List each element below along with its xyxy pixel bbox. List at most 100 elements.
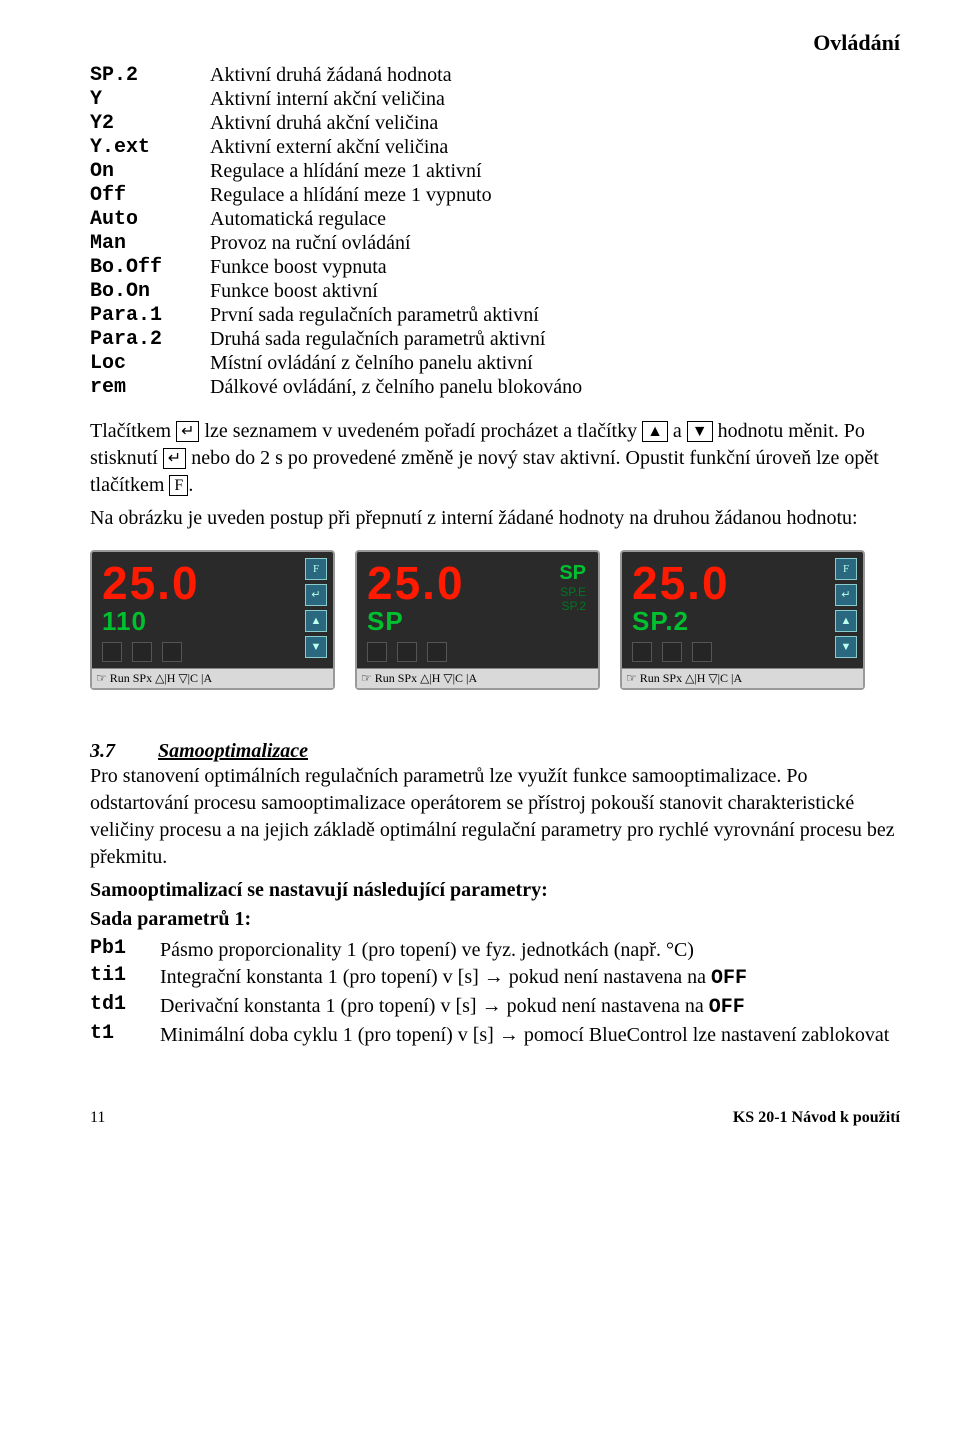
device-button-column: F ↵ ▲ ▼ — [835, 558, 857, 658]
device-footer-strip: ☞ Run SPx △|H ▽|C |A — [92, 668, 333, 688]
section-subheading-2: Sada parametrů 1: — [90, 906, 900, 933]
definition-text: Regulace a hlídání meze 1 vypnuto — [210, 184, 582, 208]
led-row — [102, 642, 323, 662]
definition-code: Man — [90, 232, 210, 256]
definition-code: Auto — [90, 208, 210, 232]
sub-display: 110 — [102, 608, 323, 634]
definition-row: Para.1První sada regulačních parametrů a… — [90, 304, 582, 328]
parameter-code: Pb1 — [90, 937, 160, 964]
led-icon — [427, 642, 447, 662]
device-illustration-row: 25.0110F↵▲▼☞ Run SPx △|H ▽|C |A25.0SPSPS… — [90, 550, 900, 690]
definition-row: Bo.OffFunkce boost vypnuta — [90, 256, 582, 280]
page-footer: 11 KS 20-1 Návod k použití — [90, 1109, 900, 1127]
definition-text: Funkce boost vypnuta — [210, 256, 582, 280]
definition-text: Provoz na ruční ovládání — [210, 232, 582, 256]
text: lze seznamem v uvedeném pořadí procházet… — [199, 420, 642, 442]
led-row — [632, 642, 853, 662]
definition-code: Y2 — [90, 112, 210, 136]
parameter-text: Integrační konstanta 1 (pro topení) v [s… — [160, 964, 889, 993]
definition-code: Y.ext — [90, 136, 210, 160]
down-key-icon: ▼ — [687, 421, 713, 442]
definition-code: Para.2 — [90, 328, 210, 352]
device-panel: 25.0SP.2 F ↵ ▲ ▼ ☞ Run SPx △|H ▽|C |A — [620, 550, 865, 690]
parameter-row: t1Minimální doba cyklu 1 (pro topení) v … — [90, 1022, 889, 1049]
menu-option-active: SP — [559, 562, 586, 585]
up-key-icon: ▲ — [642, 421, 668, 442]
page-content: Ovládání SP.2Aktivní druhá žádaná hodnot… — [0, 0, 960, 1147]
enter-key-icon: ↵ — [163, 448, 186, 469]
definition-text: Místní ovládání z čelního panelu aktivní — [210, 352, 582, 376]
parameter-row: td1Derivační konstanta 1 (pro topení) v … — [90, 993, 889, 1022]
sub-display: SP.2 — [632, 608, 853, 634]
main-display: 25.0 — [367, 560, 588, 606]
definition-code: Para.1 — [90, 304, 210, 328]
definition-text: Aktivní druhá žádaná hodnota — [210, 64, 582, 88]
page-number: 11 — [90, 1109, 105, 1127]
section-subheading: Samooptimalizací se nastavují následujíc… — [90, 877, 900, 904]
parameter-row: Pb1Pásmo proporcionality 1 (pro topení) … — [90, 937, 889, 964]
definition-row: Y2Aktivní druhá akční veličina — [90, 112, 582, 136]
paragraph-1: Tlačítkem ↵ lze seznamem v uvedeném pořa… — [90, 418, 900, 499]
definition-row: OffRegulace a hlídání meze 1 vypnuto — [90, 184, 582, 208]
parameter-text: Minimální doba cyklu 1 (pro topení) v [s… — [160, 1022, 889, 1049]
parameter-code: ti1 — [90, 964, 160, 993]
menu-option: SP.2 — [559, 599, 586, 613]
led-icon — [102, 642, 122, 662]
up-button-icon: ▲ — [305, 610, 327, 632]
f-key-icon: F — [169, 475, 188, 496]
parameter-code: td1 — [90, 993, 160, 1022]
definition-code: Bo.Off — [90, 256, 210, 280]
led-icon — [397, 642, 417, 662]
definition-code: Loc — [90, 352, 210, 376]
device-footer-strip: ☞ Run SPx △|H ▽|C |A — [622, 668, 863, 688]
definition-code: SP.2 — [90, 64, 210, 88]
definition-row: Para.2Druhá sada regulačních parametrů a… — [90, 328, 582, 352]
menu-option: SP.E — [559, 585, 586, 599]
text: nebo do 2 s po provedené změně je nový s… — [90, 447, 879, 496]
device-button-column: F↵▲▼ — [305, 558, 327, 658]
definition-row: AutoAutomatická regulace — [90, 208, 582, 232]
definition-table: SP.2Aktivní druhá žádaná hodnotaYAktivní… — [90, 64, 582, 400]
device-panel: 25.0SPSPSP.ESP.2☞ Run SPx △|H ▽|C |A — [355, 550, 600, 690]
down-button-icon: ▼ — [835, 636, 857, 658]
f-button-icon: F — [835, 558, 857, 580]
main-display: 25.0 — [632, 560, 853, 606]
definition-text: Regulace a hlídání meze 1 aktivní — [210, 160, 582, 184]
definition-text: Aktivní druhá akční veličina — [210, 112, 582, 136]
main-display: 25.0 — [102, 560, 323, 606]
text: Tlačítkem — [90, 420, 176, 442]
parameter-code: t1 — [90, 1022, 160, 1049]
led-icon — [367, 642, 387, 662]
up-button-icon: ▲ — [835, 610, 857, 632]
definition-text: Druhá sada regulačních parametrů aktivní — [210, 328, 582, 352]
definition-text: Aktivní externí akční veličina — [210, 136, 582, 160]
parameter-text: Derivační konstanta 1 (pro topení) v [s]… — [160, 993, 889, 1022]
text: . — [188, 474, 193, 496]
led-icon — [132, 642, 152, 662]
parameter-table: Pb1Pásmo proporcionality 1 (pro topení) … — [90, 937, 889, 1049]
definition-code: Y — [90, 88, 210, 112]
definition-text: Aktivní interní akční veličina — [210, 88, 582, 112]
enter-button-icon: ↵ — [835, 584, 857, 606]
device-panel: 25.0110F↵▲▼ ☞ Run SPx △|H ▽|C |A — [90, 550, 335, 690]
text: a — [668, 420, 687, 442]
definition-text: Automatická regulace — [210, 208, 582, 232]
menu-options: SPSP.ESP.2 — [559, 562, 586, 613]
parameter-row: ti1Integrační konstanta 1 (pro topení) v… — [90, 964, 889, 993]
section-heading: 3.7 Samooptimalizace — [90, 740, 900, 763]
sub-display: SP — [367, 608, 588, 634]
section-p1: Pro stanovení optimálních regulačních pa… — [90, 763, 900, 871]
definition-code: rem — [90, 376, 210, 400]
definition-text: Funkce boost aktivní — [210, 280, 582, 304]
led-icon — [632, 642, 652, 662]
definition-row: ManProvoz na ruční ovládání — [90, 232, 582, 256]
led-row — [367, 642, 588, 662]
f-button-icon: F — [305, 558, 327, 580]
section-title: Samooptimalizace — [158, 740, 900, 763]
section-body: Pro stanovení optimálních regulačních pa… — [90, 763, 900, 1049]
section-header: Ovládání — [90, 30, 900, 56]
led-icon — [692, 642, 712, 662]
led-icon — [662, 642, 682, 662]
paragraph-2: Na obrázku je uveden postup při přepnutí… — [90, 505, 900, 532]
definition-row: OnRegulace a hlídání meze 1 aktivní — [90, 160, 582, 184]
